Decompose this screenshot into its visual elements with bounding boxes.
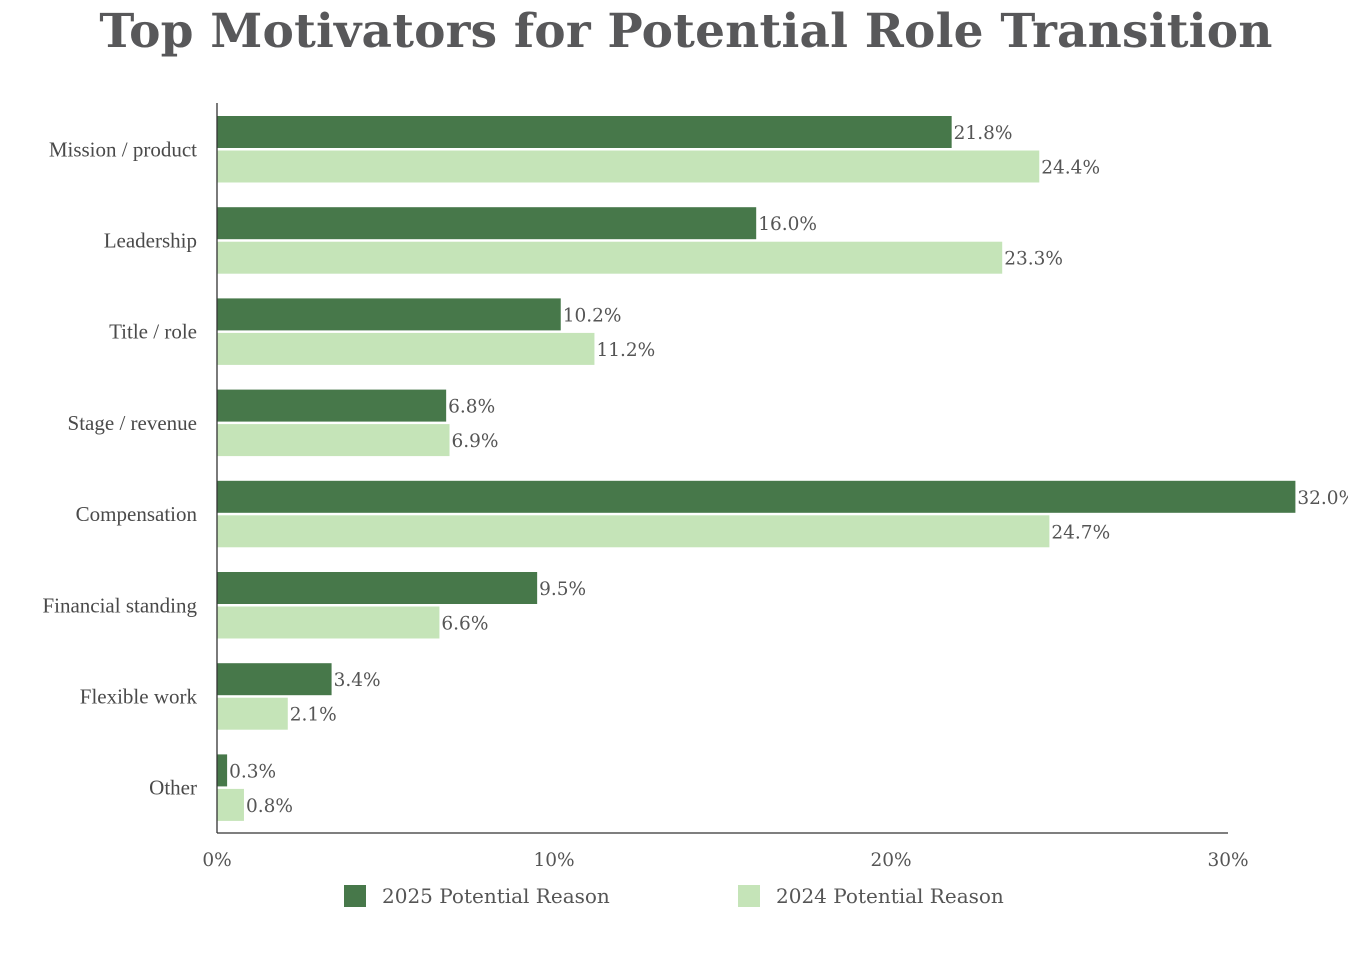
category-label-title-role: Title / role — [109, 320, 197, 344]
category-label-leadership: Leadership — [104, 228, 197, 252]
x-tick-label-10: 10% — [533, 850, 574, 871]
value-label-2025-flexible-work: 3.4% — [334, 670, 381, 691]
value-label-2025-mission-product: 21.8% — [954, 123, 1013, 144]
x-tick-label-20: 20% — [870, 850, 911, 871]
value-label-2025-leadership: 16.0% — [758, 214, 817, 235]
category-label-other: Other — [149, 776, 197, 800]
legend-swatch-2024 — [738, 885, 760, 907]
value-label-2025-other: 0.3% — [229, 761, 276, 782]
value-label-2024-compensation: 24.7% — [1051, 522, 1110, 543]
category-label-stage-revenue: Stage / revenue — [68, 411, 197, 435]
bar-2024-stage-revenue — [217, 424, 450, 457]
value-label-2024-financial-standing: 6.6% — [441, 614, 488, 635]
bar-2025-stage-revenue — [217, 389, 447, 422]
bar-2025-other — [217, 754, 228, 787]
legend: 2025 Potential Reason 2024 Potential Rea… — [0, 884, 1348, 916]
value-label-2024-stage-revenue: 6.9% — [452, 431, 499, 452]
value-label-2025-stage-revenue: 6.8% — [448, 397, 495, 418]
category-label-flexible-work: Flexible work — [80, 684, 198, 708]
bar-2025-financial-standing — [217, 572, 538, 604]
bar-2025-flexible-work — [217, 663, 332, 696]
value-label-2025-title-role: 10.2% — [563, 305, 622, 326]
bar-2025-leadership — [217, 207, 757, 240]
bar-2025-mission-product — [217, 116, 952, 148]
category-label-financial-standing: Financial standing — [42, 593, 197, 617]
bar-2024-title-role — [217, 332, 595, 365]
x-tick-label-0: 0% — [202, 850, 231, 871]
bar-2024-leadership — [217, 241, 1003, 274]
value-label-2025-financial-standing: 9.5% — [539, 579, 586, 600]
value-label-2024-title-role: 11.2% — [596, 340, 655, 361]
value-label-2024-other: 0.8% — [246, 796, 293, 817]
value-label-2024-flexible-work: 2.1% — [290, 705, 337, 726]
x-tick-label-30: 30% — [1207, 850, 1248, 871]
bar-2025-compensation — [217, 480, 1296, 513]
value-label-2024-leadership: 23.3% — [1004, 249, 1063, 270]
bar-2025-title-role — [217, 298, 561, 331]
bars-layer — [217, 116, 1296, 821]
value-label-2024-mission-product: 24.4% — [1041, 158, 1100, 179]
bar-2024-mission-product — [217, 150, 1040, 183]
chart-title: Top Motivators for Potential Role Transi… — [99, 4, 1273, 59]
legend-label-2025: 2025 Potential Reason — [382, 884, 610, 908]
legend-swatch-2025 — [344, 885, 366, 907]
bar-2024-other — [217, 788, 244, 821]
bar-2024-compensation — [217, 515, 1050, 548]
bar-2024-financial-standing — [217, 606, 440, 639]
legend-item-2024: 2024 Potential Reason — [738, 884, 1004, 908]
labels-layer: Mission / product 21.8% 24.4% Leadership 16.… — [42, 123, 1348, 871]
legend-item-2025: 2025 Potential Reason — [344, 884, 610, 908]
legend-label-2024: 2024 Potential Reason — [776, 884, 1004, 908]
axes-layer — [216, 103, 1228, 834]
category-label-mission-product: Mission / product — [49, 137, 197, 161]
value-label-2025-compensation: 32.0% — [1297, 488, 1348, 509]
category-label-compensation: Compensation — [76, 502, 198, 526]
bar-2024-flexible-work — [217, 697, 288, 730]
